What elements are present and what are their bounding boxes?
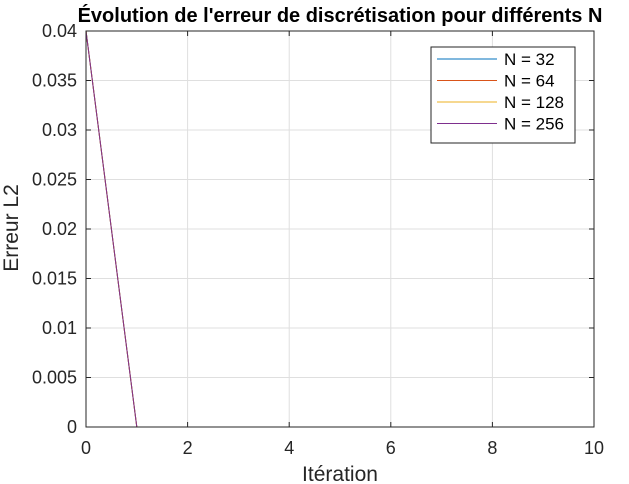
y-tick-label: 0.01: [42, 318, 77, 338]
legend-label-1: N = 32: [504, 50, 555, 69]
x-axis-ticks: 0 2 4 6 8 10: [81, 31, 604, 458]
x-tick-label: 2: [183, 438, 193, 458]
y-tick-label: 0.025: [32, 170, 77, 190]
legend: N = 32 N = 64 N = 128 N = 256: [430, 46, 576, 144]
legend-label-2: N = 64: [504, 72, 555, 91]
y-tick-label: 0.03: [42, 120, 77, 140]
legend-label-3: N = 128: [504, 93, 564, 112]
y-tick-label: 0.035: [32, 71, 77, 91]
x-tick-label: 8: [487, 438, 497, 458]
x-tick-label: 4: [284, 438, 294, 458]
y-tick-label: 0.02: [42, 219, 77, 239]
x-tick-label: 10: [584, 438, 604, 458]
y-axis-ticks: 0 0.005 0.01 0.015 0.02 0.025 0.03 0.035 0.04: [32, 21, 594, 437]
x-axis-label: Itération: [302, 463, 378, 484]
y-tick-label: 0.015: [32, 269, 77, 289]
y-axis-label: Erreur L2: [0, 184, 23, 272]
legend-box: [430, 46, 576, 144]
x-tick-label: 6: [386, 438, 396, 458]
x-tick-label: 0: [81, 438, 91, 458]
legend-label-4: N = 256: [504, 115, 564, 134]
chart-title: Évolution de l'erreur de discrétisation …: [78, 4, 603, 27]
y-tick-label: 0.04: [42, 21, 77, 41]
y-tick-label: 0.005: [32, 368, 77, 388]
y-tick-label: 0: [67, 417, 77, 437]
